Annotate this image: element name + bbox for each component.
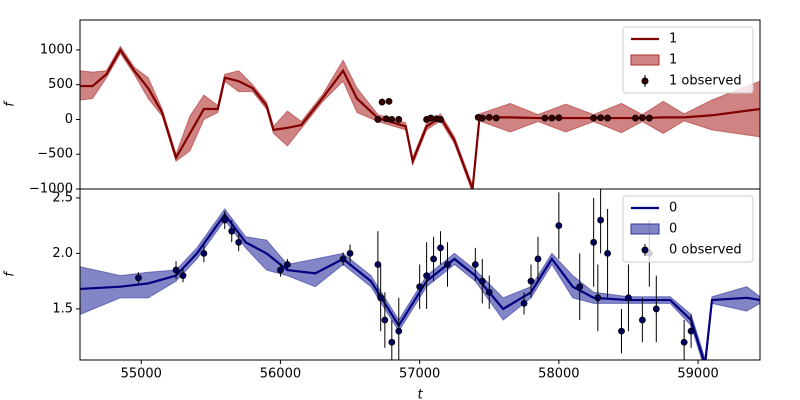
- observation: [221, 216, 229, 224]
- observation: [277, 266, 284, 274]
- observation: [604, 114, 611, 122]
- observation: [179, 272, 187, 280]
- observation: [638, 316, 646, 324]
- observation: [638, 114, 646, 122]
- observation: [444, 261, 451, 268]
- observation: [645, 114, 653, 122]
- y-tick-label: −500: [37, 147, 73, 162]
- observation: [200, 250, 208, 257]
- mean-line: [80, 47, 760, 189]
- legend-label: 1 observed: [669, 74, 742, 89]
- legend-box: [622, 195, 754, 263]
- observation: [416, 283, 424, 291]
- y-tick-label: 1000: [40, 42, 73, 57]
- observation: [395, 327, 403, 335]
- observation: [527, 277, 535, 285]
- observation: [423, 272, 431, 280]
- observation: [534, 255, 542, 263]
- observation: [625, 294, 632, 302]
- legend-label: 0 observed: [669, 243, 742, 258]
- observation: [594, 294, 602, 302]
- observation: [381, 316, 389, 324]
- legend: 0 0 0 observed: [622, 195, 754, 263]
- observation: [427, 114, 435, 122]
- legend-label: 0: [669, 201, 677, 216]
- observation: [471, 261, 479, 268]
- panel: [80, 45, 760, 189]
- legend-label: 0: [669, 222, 677, 237]
- x-tick-label: 59000: [677, 367, 718, 382]
- observation: [377, 294, 385, 302]
- y-tick-label: 2.5: [52, 190, 73, 205]
- legend-patch: [630, 223, 660, 235]
- legend-marker: [641, 246, 649, 254]
- legend-label: 1: [669, 53, 677, 68]
- y-tick-label: 0: [65, 112, 73, 127]
- observation: [235, 238, 243, 246]
- observation: [590, 114, 598, 122]
- legend-label: 1: [669, 32, 677, 47]
- observation: [590, 238, 598, 246]
- observation: [520, 299, 528, 307]
- observation: [632, 114, 639, 122]
- observation: [652, 305, 660, 313]
- observation: [378, 98, 386, 106]
- observation: [172, 266, 180, 274]
- confidence-band: [80, 45, 760, 189]
- legend-marker: [641, 77, 649, 85]
- observation: [437, 244, 444, 252]
- y-tick-label: 2.0: [52, 246, 73, 261]
- observation: [135, 274, 142, 282]
- observation: [492, 114, 500, 122]
- legend: 1 1 1 observed: [622, 26, 754, 94]
- observation: [555, 222, 563, 230]
- x-axis-label: t: [417, 388, 423, 400]
- observation: [346, 250, 354, 257]
- observation: [284, 261, 291, 268]
- observation: [478, 277, 486, 285]
- panel: [80, 189, 760, 360]
- observation: [576, 283, 584, 291]
- observation: [687, 327, 695, 335]
- observation: [395, 116, 403, 123]
- observation: [555, 114, 563, 122]
- x-tick-label: 57000: [399, 367, 440, 382]
- mean-line: [80, 212, 760, 360]
- y-axis-label: f: [3, 100, 18, 107]
- observation: [382, 115, 390, 123]
- observation: [597, 216, 605, 224]
- confidence-band: [80, 208, 760, 360]
- legend-box: [622, 26, 754, 94]
- observation: [437, 116, 444, 123]
- observation: [548, 114, 556, 122]
- x-tick-label: 58000: [538, 367, 579, 382]
- observation: [430, 255, 437, 263]
- observation: [541, 114, 549, 122]
- observation: [385, 97, 393, 105]
- observation: [339, 255, 347, 263]
- observation: [388, 338, 396, 346]
- observation: [618, 327, 625, 335]
- x-tick-label: 55000: [121, 367, 162, 382]
- observation: [478, 114, 486, 122]
- observation: [485, 113, 493, 121]
- y-axis-label: f: [3, 270, 18, 277]
- observation: [374, 261, 382, 268]
- observation: [374, 116, 382, 123]
- observation: [597, 114, 605, 122]
- y-tick-label: 1.5: [52, 301, 73, 316]
- observation: [228, 227, 236, 235]
- legend-patch: [630, 54, 660, 66]
- y-tick-label: −1000: [29, 182, 73, 197]
- observation: [485, 288, 493, 296]
- y-tick-label: 500: [48, 77, 73, 92]
- observation: [388, 116, 396, 123]
- observation: [604, 250, 611, 257]
- observation: [680, 338, 688, 346]
- x-tick-label: 56000: [260, 367, 301, 382]
